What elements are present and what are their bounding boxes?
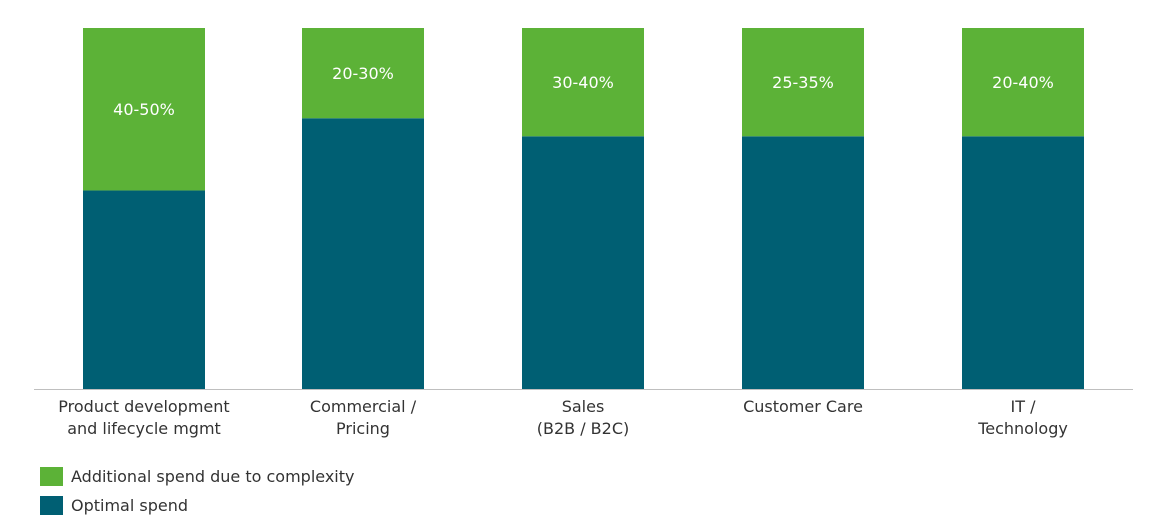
bar-additional-spend-due-to-complexity-product-development (83, 28, 205, 191)
bar-optimal-spend-product-development (83, 190, 205, 389)
category-label-commercial: Commercial / Pricing (310, 397, 417, 438)
data-label-commercial: 20-30% (332, 64, 394, 83)
legend-swatch-additional-spend (40, 467, 63, 486)
bar-additional-spend-due-to-complexity-sales (522, 28, 644, 137)
category-label-sales: Sales (B2B / B2C) (537, 397, 630, 438)
data-label-it: 20-40% (992, 73, 1054, 92)
bar-additional-spend-due-to-complexity-it (962, 28, 1084, 137)
legend-label-additional-spend: Additional spend due to complexity (71, 467, 355, 486)
legend-item-optimal-spend: Optimal spend (40, 491, 355, 520)
bar-optimal-spend-sales (522, 136, 644, 389)
bar-optimal-spend-commercial (302, 118, 424, 389)
category-labels-layer: Product development and lifecycle mgmt Com… (58, 397, 1068, 438)
data-label-product-development: 40-50% (113, 100, 175, 119)
stacked-bar-chart: 40-50% 20-30% 30-40% 25-35% 20-40% Product d… (34, 28, 1133, 438)
legend: Additional spend due to complexity Optim… (40, 462, 355, 520)
bar-optimal-spend-it (962, 136, 1084, 389)
bar-additional-spend-due-to-complexity-commercial (302, 28, 424, 119)
bar-additional-spend-due-to-complexity-customer-care (742, 28, 864, 137)
bars-layer (83, 28, 1084, 389)
legend-item-additional-spend: Additional spend due to complexity (40, 462, 355, 491)
data-label-sales: 30-40% (552, 73, 614, 92)
data-label-customer-care: 25-35% (772, 73, 834, 92)
legend-swatch-optimal-spend (40, 496, 63, 515)
bar-optimal-spend-customer-care (742, 136, 864, 389)
legend-label-optimal-spend: Optimal spend (71, 496, 189, 515)
category-label-product-development: Product development and lifecycle mgmt (58, 397, 229, 438)
category-label-customer-care: Customer Care (743, 397, 863, 416)
category-label-it: IT / Technology (977, 397, 1068, 438)
data-labels-layer: 40-50% 20-30% 30-40% 25-35% 20-40% (113, 64, 1054, 119)
